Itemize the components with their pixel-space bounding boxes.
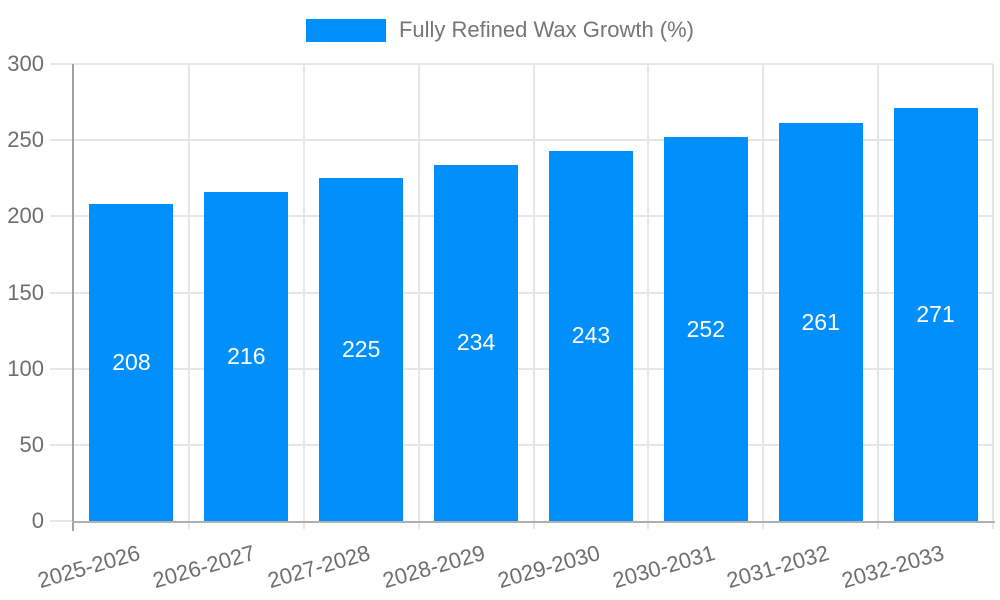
h-gridline	[50, 291, 993, 294]
v-gridline	[992, 64, 994, 529]
y-axis-label: 300	[7, 51, 44, 76]
v-gridline	[762, 64, 765, 529]
y-axis-label: 250	[7, 127, 44, 153]
x-axis-label: 2029-2030	[494, 540, 603, 594]
bar-2029-2030[interactable]: 243	[548, 150, 633, 521]
bar-value-label: 271	[916, 301, 955, 328]
v-gridline	[647, 64, 650, 529]
h-gridline	[50, 215, 993, 218]
bar-value-label: 234	[456, 329, 496, 356]
bar-2027-2028[interactable]: 225	[319, 178, 404, 521]
x-axis-label: 2025-2026	[35, 540, 144, 594]
h-gridline	[50, 367, 993, 370]
bar-value-label: 243	[571, 322, 611, 349]
h-gridline	[50, 443, 993, 446]
bar-value-label: 261	[801, 308, 840, 335]
x-axis-label: 2030-2031	[609, 540, 718, 594]
bar-2032-2033[interactable]: 271	[893, 108, 978, 521]
bar-2025-2026[interactable]: 208	[89, 204, 174, 521]
x-axis-line	[72, 521, 995, 523]
bar-2031-2032[interactable]: 261	[778, 123, 863, 521]
v-gridline	[877, 64, 880, 529]
legend-series-label: Fully Refined Wax Growth (%)	[398, 17, 695, 42]
y-axis-label: 100	[7, 355, 44, 381]
bar-2028-2029[interactable]: 234	[434, 164, 519, 521]
y-axis-label: 50	[19, 431, 44, 457]
bar-value-label: 252	[686, 315, 725, 342]
bar-value-label: 225	[342, 336, 381, 363]
y-axis-label: 150	[7, 279, 44, 305]
v-gridline	[187, 64, 190, 529]
bar-2030-2031[interactable]: 252	[663, 137, 748, 521]
bar-value-label: 216	[227, 342, 266, 369]
x-axis-label: 2032-2033	[839, 540, 948, 594]
plot-area: 208 216 225 234 243 252 261 271 0 50 100 150 200 250…	[7, 52, 995, 593]
y-axis-line	[72, 64, 74, 531]
x-axis-label: 2026-2027	[149, 540, 258, 594]
legend[interactable]: Fully Refined Wax Growth (%)	[0, 17, 1000, 43]
y-axis-label: 0	[31, 508, 44, 533]
y-tick	[50, 520, 74, 522]
h-gridline	[50, 139, 993, 142]
x-axis-label: 2031-2032	[724, 540, 833, 594]
v-gridline	[417, 64, 420, 529]
bar-value-label: 208	[112, 349, 151, 376]
v-gridline	[532, 64, 535, 529]
x-axis-label: 2027-2028	[264, 540, 373, 594]
bar-2026-2027[interactable]: 216	[204, 191, 289, 521]
h-gridline	[50, 63, 993, 65]
x-axis-label: 2028-2029	[379, 540, 488, 594]
y-axis-label: 200	[7, 203, 44, 229]
v-gridline	[302, 64, 305, 529]
legend-series-swatch	[305, 18, 386, 42]
